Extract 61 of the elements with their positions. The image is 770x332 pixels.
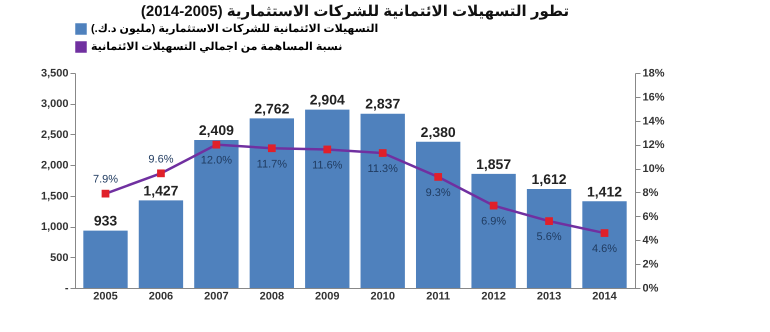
bar — [194, 140, 239, 288]
data-label: 2,837 — [365, 96, 400, 112]
y2-tick-label: 0% — [642, 282, 659, 294]
bar — [526, 188, 572, 288]
x-tick-label: 2005 — [93, 290, 118, 302]
x-tick-label: 2010 — [370, 290, 395, 302]
bar — [305, 110, 350, 288]
bar — [83, 230, 128, 288]
y2-tick-label: 12% — [642, 139, 665, 152]
y-tick-label: 1,000 — [40, 221, 68, 234]
data-label: 2,380 — [420, 124, 456, 140]
bar — [471, 174, 516, 288]
data-label: 9.6% — [148, 153, 174, 166]
x-tick-label: 2012 — [481, 290, 506, 302]
y2-tick-label: 8% — [642, 186, 659, 199]
data-label: 4.6% — [592, 243, 618, 256]
y2-tick-label: 16% — [642, 91, 665, 104]
legend-label: التسهيلات الائتمانية للشركات الاستثمارية (مليون د.ك.) — [91, 23, 378, 35]
x-tick-label: 2013 — [536, 290, 562, 302]
data-label: 9.3% — [426, 186, 451, 199]
legend-label: نسبة المساهمة من اجمالي التسهيلات الائتمانية — [91, 41, 342, 53]
y2-tick-label: 10% — [642, 163, 665, 176]
data-label: 11.7% — [256, 158, 288, 170]
x-tick-label: 2008 — [260, 290, 284, 302]
x-tick-label: 2011 — [426, 290, 450, 302]
x-tick-label: 2009 — [315, 290, 340, 302]
bar — [360, 114, 405, 288]
data-label: 2,904 — [310, 92, 345, 108]
y-tick-label: 2,500 — [40, 128, 68, 141]
bar — [416, 142, 460, 288]
y2-tick-label: 6% — [642, 210, 659, 223]
data-label: 12.0% — [200, 154, 232, 167]
chart-title: تطور التسهيلات الائتمانية للشركات الاستثمارية (2005-2014) — [140, 3, 570, 20]
data-label: 1,612 — [532, 170, 567, 187]
data-label: 1,427 — [143, 182, 179, 198]
y2-tick-label: 4% — [642, 234, 659, 247]
data-label: 7.9% — [92, 174, 118, 186]
y2-tick-label: 2% — [642, 258, 659, 271]
y2-tick-label: 18% — [642, 68, 665, 80]
data-label: 5.6% — [536, 231, 562, 244]
data-label: 2,409 — [198, 122, 234, 138]
y-tick-label: 2,000 — [40, 160, 68, 172]
x-tick-label: 2007 — [204, 290, 229, 302]
data-label: 1,412 — [586, 183, 622, 200]
y-tick-label: - — [64, 282, 69, 294]
bar — [582, 201, 627, 288]
y-tick-label: 3,500 — [40, 68, 68, 80]
data-label: 2,762 — [254, 100, 290, 116]
x-tick-label: 2006 — [148, 290, 174, 302]
data-label: 1,857 — [476, 156, 512, 172]
data-label: 6.9% — [481, 216, 506, 228]
data-label: 11.6% — [312, 159, 343, 172]
y-tick-label: 3,000 — [40, 98, 68, 110]
data-label: 11.3% — [368, 163, 398, 176]
x-tick-label: 2014 — [592, 290, 618, 302]
y-tick-label: 500 — [50, 252, 68, 264]
y2-tick-label: 14% — [642, 115, 665, 128]
bar — [250, 118, 294, 288]
data-label: 933 — [94, 212, 118, 229]
bar — [138, 200, 184, 288]
y-tick-label: 1,500 — [40, 190, 68, 202]
